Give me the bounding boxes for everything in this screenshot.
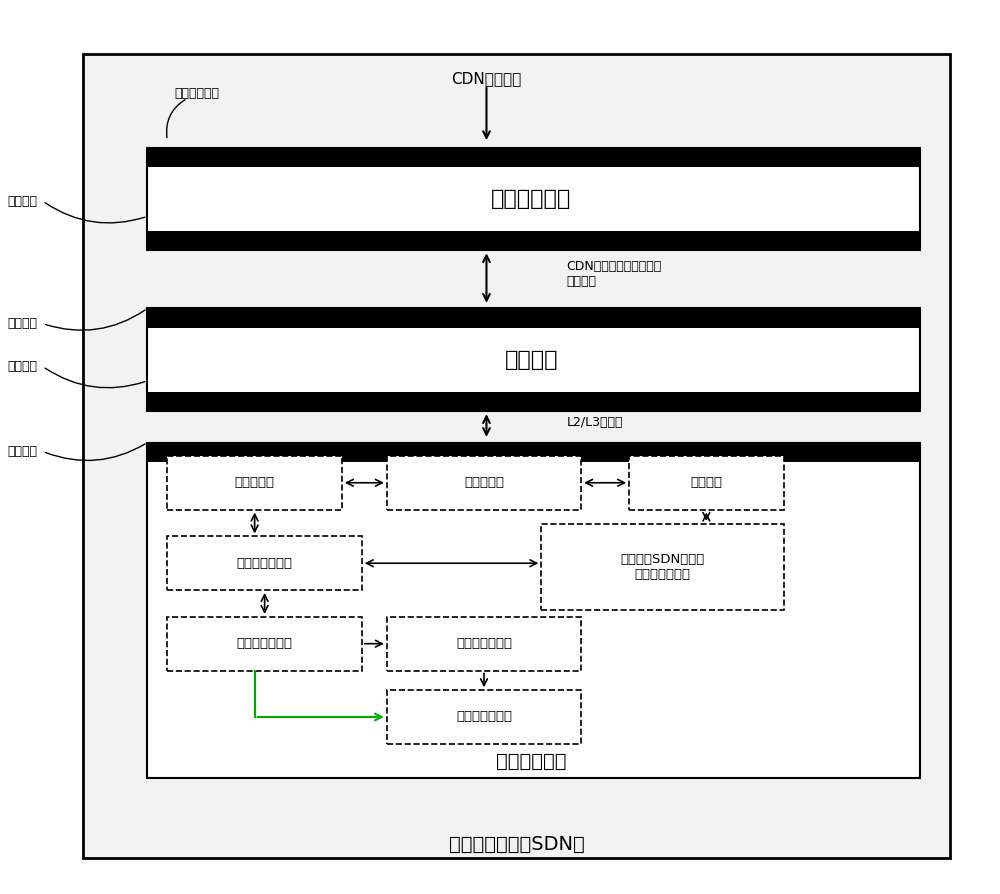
Text: 内容分发服务器: 内容分发服务器 <box>237 637 293 650</box>
Bar <box>387 690 581 744</box>
Bar <box>147 392 920 411</box>
Text: 转发交换机: 转发交换机 <box>235 477 275 489</box>
Text: 外部应用接口: 外部应用接口 <box>175 88 220 100</box>
Bar <box>147 148 920 167</box>
Text: 内容存储服务器: 内容存储服务器 <box>237 557 293 569</box>
Bar <box>167 456 342 510</box>
Bar <box>387 617 581 670</box>
Text: 北向接口: 北向接口 <box>8 317 38 330</box>
Text: CDN应用申请所需资源的
预留申请: CDN应用申请所需资源的 预留申请 <box>566 260 662 289</box>
Bar <box>147 148 920 250</box>
Text: 南向接口: 南向接口 <box>8 445 38 458</box>
Bar <box>167 536 362 590</box>
Bar <box>147 231 920 250</box>
Bar <box>387 456 581 510</box>
Bar <box>629 456 784 510</box>
Text: 转发路由器: 转发路由器 <box>464 477 504 489</box>
Bar <box>147 443 920 462</box>
Text: 软件定义网络（SDN）: 软件定义网络（SDN） <box>449 835 584 855</box>
Text: L2/L3转发表: L2/L3转发表 <box>566 417 623 429</box>
Text: 应用功能单元: 应用功能单元 <box>491 189 571 209</box>
Bar <box>147 443 920 778</box>
Text: 转发网关: 转发网关 <box>690 477 722 489</box>
Text: 南向接口: 南向接口 <box>8 360 38 373</box>
Bar <box>147 308 920 411</box>
Bar <box>147 308 920 328</box>
Text: 其他支持SDN转发协
议的自定义设备: 其他支持SDN转发协 议的自定义设备 <box>620 552 705 581</box>
Text: CDN应用申请: CDN应用申请 <box>451 72 522 86</box>
Text: 北向接口: 北向接口 <box>8 195 38 207</box>
Text: 控制单元: 控制单元 <box>505 350 558 370</box>
Text: 内容交付服务器: 内容交付服务器 <box>456 711 512 723</box>
Bar <box>83 54 950 858</box>
Bar <box>541 524 784 610</box>
Text: 内容缓存服务器: 内容缓存服务器 <box>456 637 512 650</box>
Text: 数据转发单元: 数据转发单元 <box>496 752 567 772</box>
Bar <box>167 617 362 670</box>
